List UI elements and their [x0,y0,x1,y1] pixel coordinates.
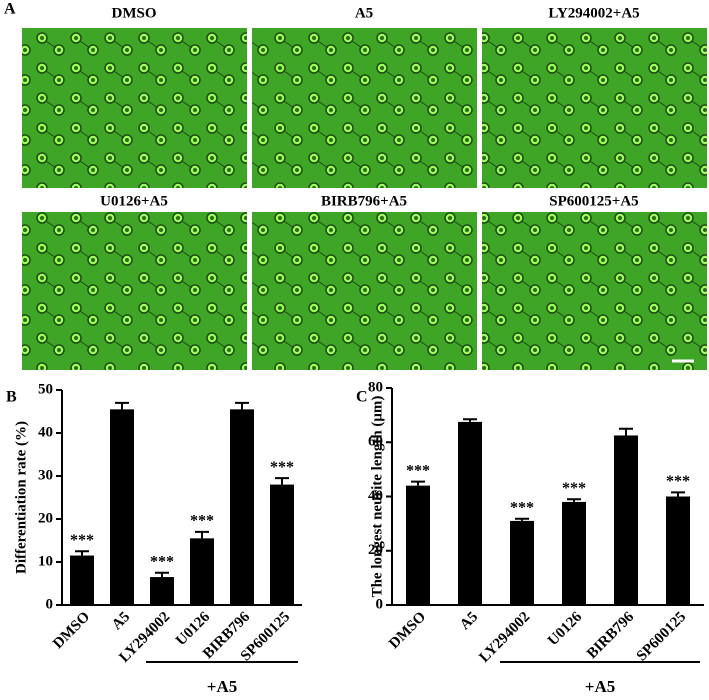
y-tick-label: 40 [38,424,53,440]
error-bar [671,491,685,497]
bar [510,520,534,605]
error-bar [75,550,89,556]
x-tick-label: SP600125 [634,609,690,665]
y-tick-label: 80 [368,379,383,395]
y-tick-label: 20 [38,510,53,526]
error-bar [235,401,249,410]
significance: *** [406,462,430,479]
x-tick-label: U0126 [545,609,586,650]
y-tick-label: 0 [376,596,384,612]
x-tick-label: A5 [109,609,133,633]
y-tick-label: 20 [368,542,383,558]
bar [150,577,174,605]
significance: *** [562,480,586,497]
error-bar [567,498,581,502]
error-bar [155,571,169,578]
y-axis-label: Differentiation rate (%) [13,421,29,574]
x-tick-label: BIRB796 [584,609,638,663]
bar [406,485,430,605]
bar [230,409,254,605]
significance: *** [190,513,214,530]
micrograph-title: DMSO [112,5,157,21]
y-tick-label: 30 [38,467,53,483]
error-bar [411,480,425,486]
group-label: +A5 [585,677,615,696]
bar [666,496,690,605]
bar [70,555,94,605]
micrograph-title: SP600125+A5 [549,193,638,209]
bar [110,409,134,605]
y-tick-label: 60 [368,434,383,450]
micrograph [22,212,247,370]
significance: *** [70,532,94,549]
bar [458,421,482,605]
x-tick-label: A5 [457,609,481,633]
micrograph [482,212,707,370]
micrograph [22,28,247,188]
panel-label: B [6,389,17,406]
error-bar [619,427,633,436]
micrograph-title: A5 [355,5,373,21]
y-tick-label: 40 [368,488,383,504]
micrograph [252,212,477,370]
bar [270,484,294,605]
error-bar [463,418,477,422]
error-bar [115,401,129,410]
micrograph-title: LY294002+A5 [548,5,639,21]
x-tick-label: DMSO [50,609,93,652]
x-tick-label: DMSO [386,609,429,652]
y-axis-label: The longest neurite length (μm) [369,396,385,598]
significance: *** [666,473,690,490]
error-bar [515,517,529,521]
significance: *** [150,553,174,570]
bar [614,435,638,605]
bar [562,501,586,605]
x-tick-label: LY294002 [476,609,533,666]
significance: *** [270,459,294,476]
micrograph [252,28,477,188]
error-bar [195,530,209,539]
bar [190,538,214,605]
y-tick-label: 10 [38,553,53,569]
significance: *** [510,499,534,516]
group-label: +A5 [207,677,237,696]
panel-label: C [356,389,368,406]
y-tick-label: 0 [46,596,54,612]
panel-label: A [4,1,16,18]
micrograph-title: BIRB796+A5 [321,193,407,209]
error-bar [275,477,289,485]
micrograph [482,28,707,188]
micrograph-title: U0126+A5 [100,193,168,209]
y-tick-label: 50 [38,381,53,397]
